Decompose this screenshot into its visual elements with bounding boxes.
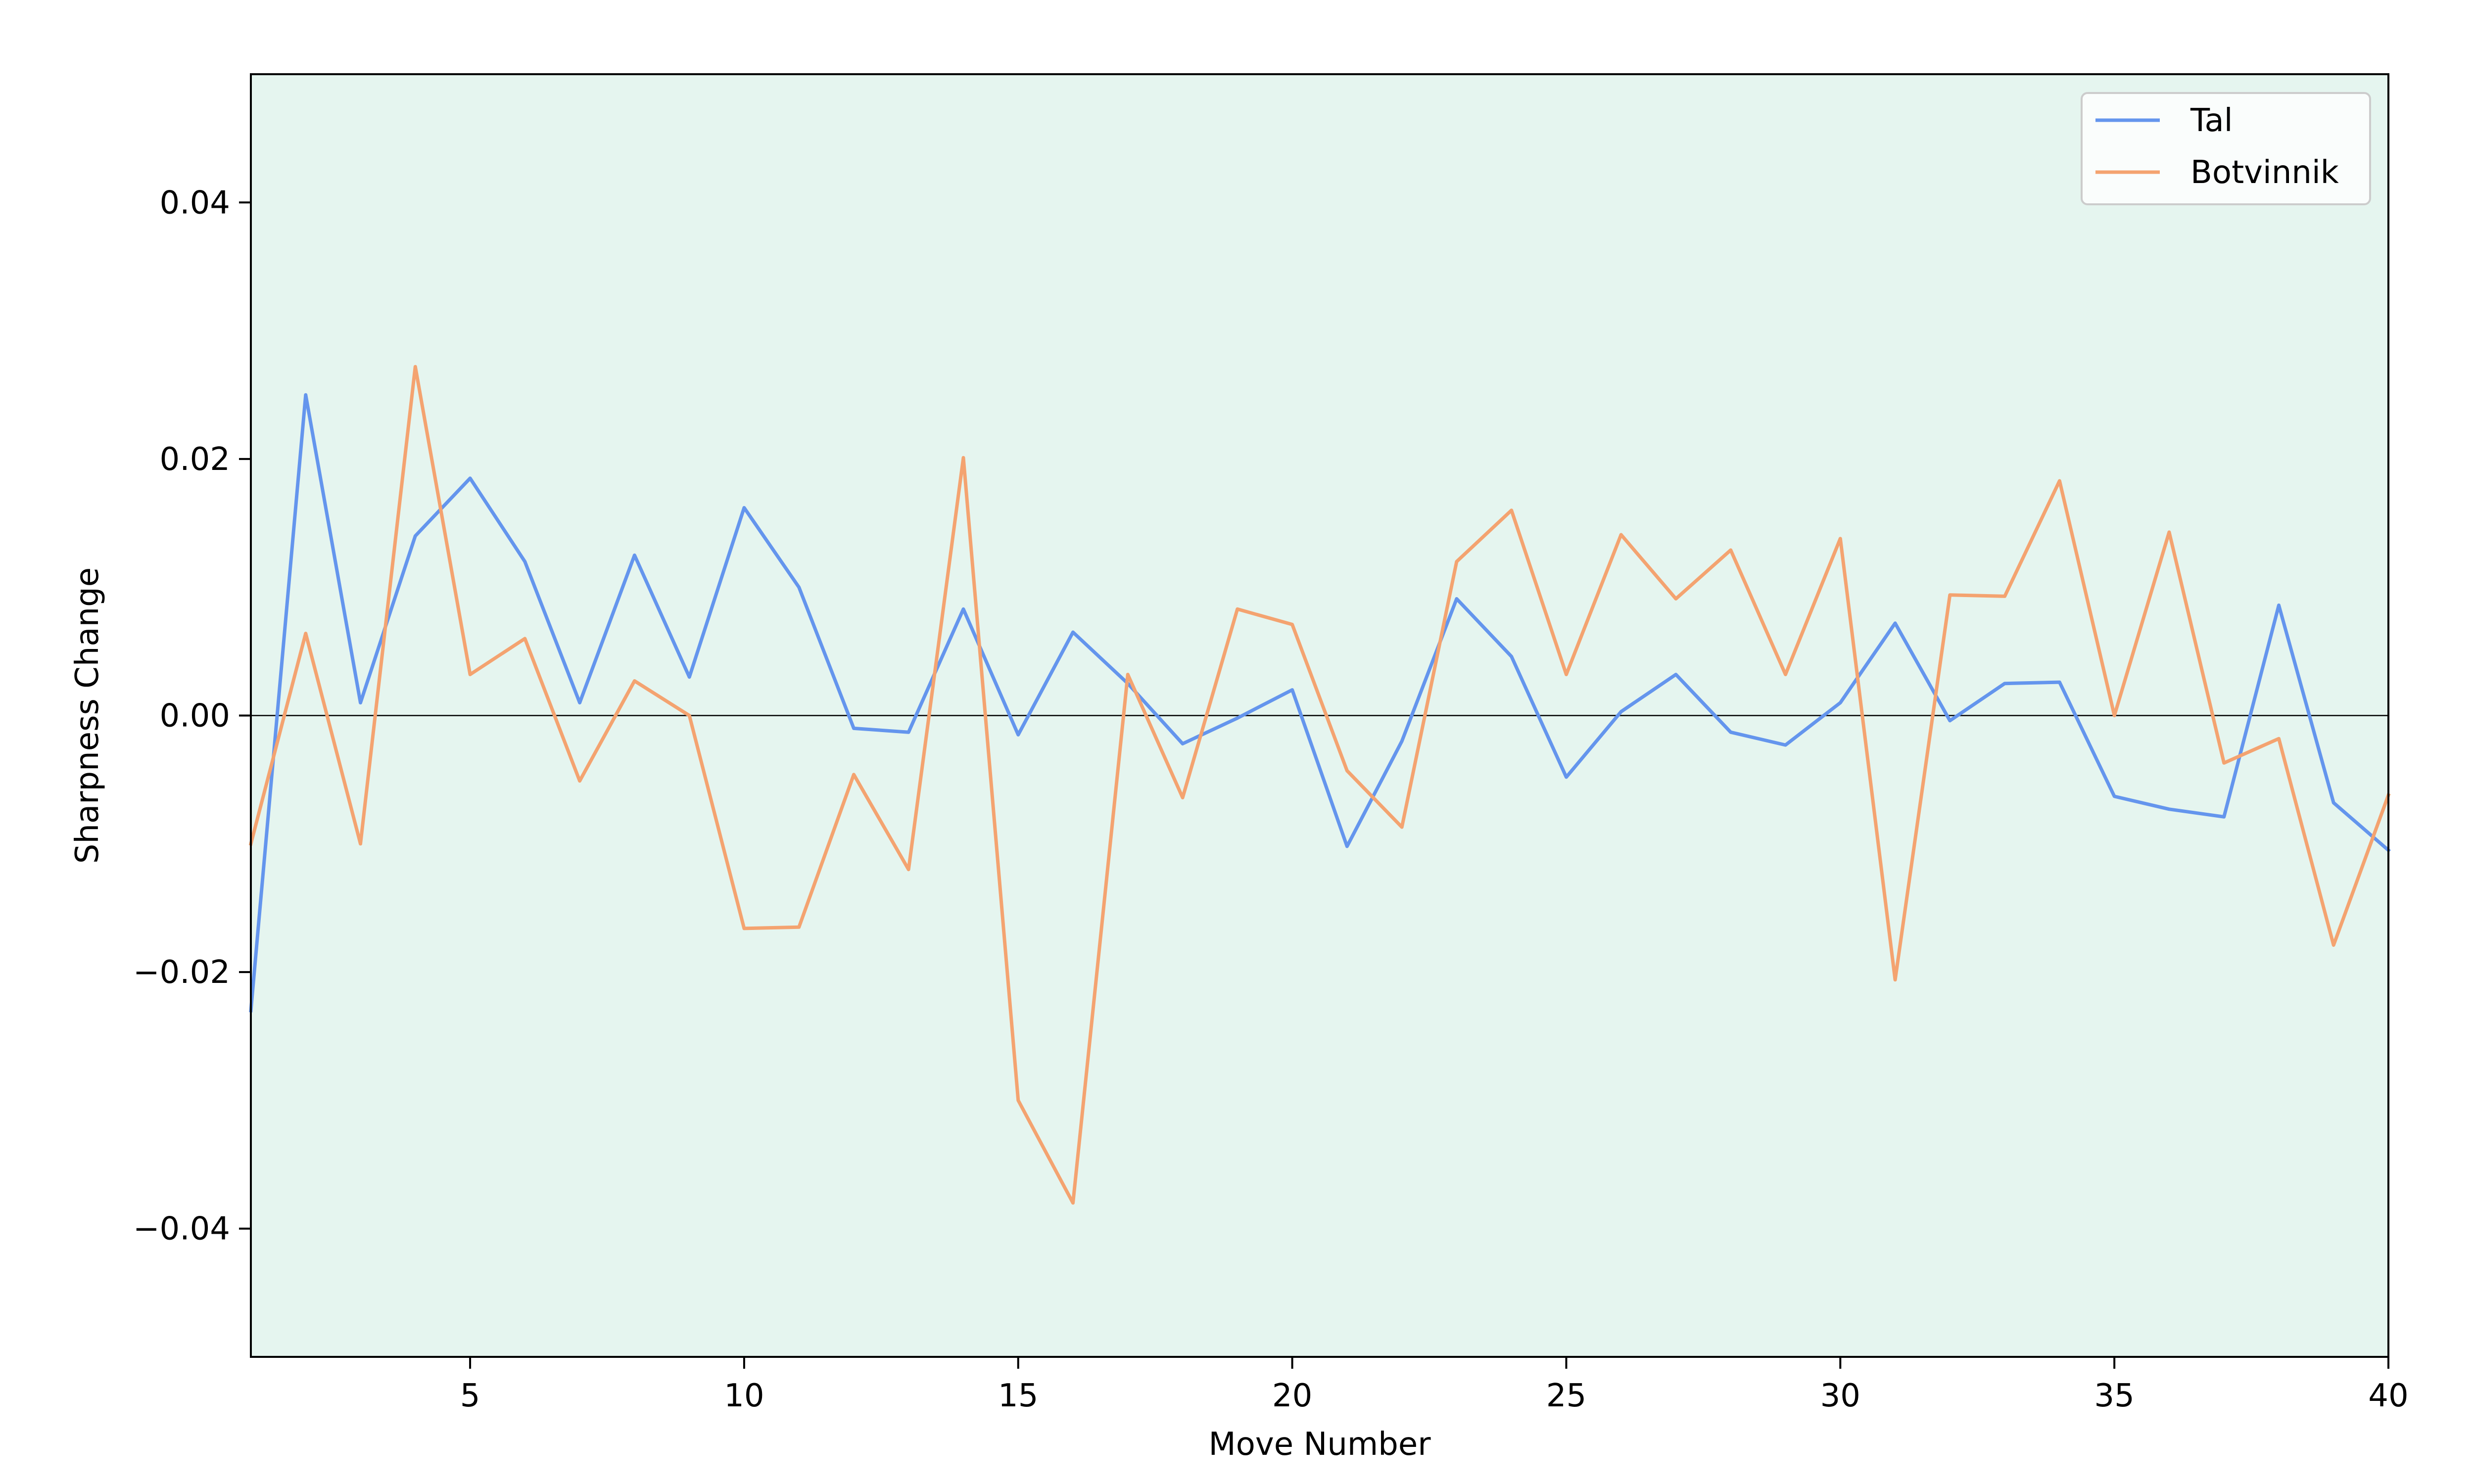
x-tick-label: 35 xyxy=(2094,1378,2134,1414)
legend: Tal Botvinnik xyxy=(2081,92,2371,205)
y-axis-label: Sharpness Change xyxy=(69,567,106,864)
x-tick-label: 10 xyxy=(724,1378,764,1414)
legend-label-botvinnik: Botvinnik xyxy=(2190,154,2339,191)
y-tick-label: 0.04 xyxy=(160,185,231,221)
x-axis: 5 10 15 20 25 30 35 40 xyxy=(460,1357,2409,1414)
series-lines xyxy=(248,365,2391,1205)
x-tick-label: 20 xyxy=(1272,1378,1312,1414)
x-axis-label: Move Number xyxy=(1208,1426,1431,1463)
y-tick-label: −0.02 xyxy=(133,954,230,991)
x-tick-label: 25 xyxy=(1546,1378,1586,1414)
x-tick-label: 30 xyxy=(1820,1378,1860,1414)
series-line-tal xyxy=(249,393,2391,1013)
y-tick-label: 0.00 xyxy=(160,698,231,735)
series-line-botvinnik xyxy=(248,365,2391,1205)
x-tick-label: 40 xyxy=(2368,1378,2408,1414)
y-tick-label: 0.02 xyxy=(160,441,231,478)
y-axis: −0.04 −0.02 0.00 0.02 0.04 xyxy=(133,185,251,1248)
x-tick-label: 15 xyxy=(998,1378,1038,1414)
legend-label-tal: Tal xyxy=(2190,102,2233,139)
y-tick-label: −0.04 xyxy=(133,1211,230,1248)
x-tick-label: 5 xyxy=(460,1378,480,1414)
